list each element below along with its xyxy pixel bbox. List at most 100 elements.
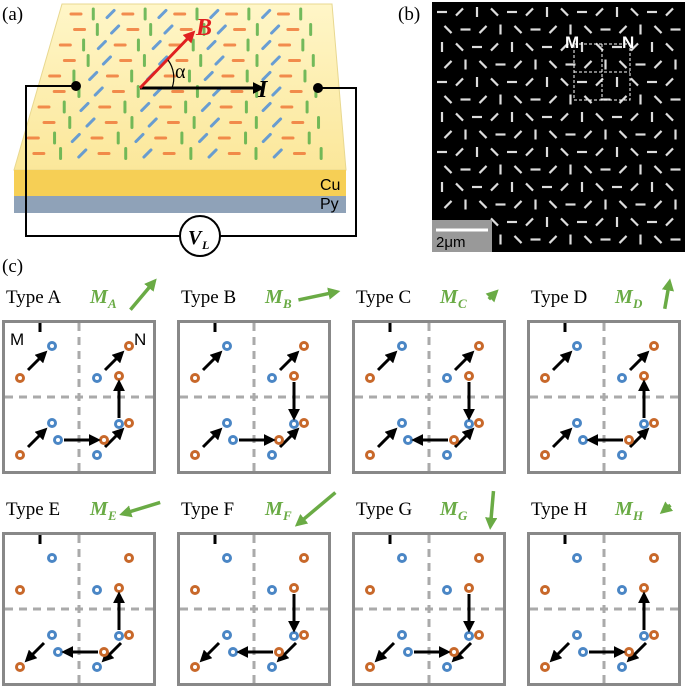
island-core xyxy=(368,588,372,592)
island xyxy=(478,165,488,174)
angle-arc xyxy=(167,59,175,89)
island xyxy=(548,95,558,104)
island xyxy=(665,77,674,87)
spin xyxy=(209,117,220,128)
island xyxy=(455,147,464,157)
moment-arrow xyxy=(201,427,223,449)
island-core xyxy=(193,665,197,669)
island xyxy=(455,182,464,192)
moment-subscript: A xyxy=(107,296,117,311)
island-core xyxy=(56,650,60,654)
island xyxy=(653,165,663,174)
island xyxy=(630,147,639,157)
spin xyxy=(140,101,151,113)
spin xyxy=(203,70,214,82)
spin xyxy=(200,101,211,113)
spin xyxy=(163,24,174,35)
moment-arrow xyxy=(278,350,300,372)
island-core xyxy=(652,556,656,560)
island-core xyxy=(302,556,306,560)
island xyxy=(665,112,674,122)
island-core xyxy=(231,650,235,654)
island-core xyxy=(56,438,60,442)
island-core xyxy=(445,665,449,669)
spin xyxy=(270,55,281,66)
island-core xyxy=(127,421,131,425)
scale-label: 2μm xyxy=(436,234,465,251)
island xyxy=(665,42,674,52)
island-core xyxy=(292,374,296,378)
island-core xyxy=(18,665,22,669)
scale-box xyxy=(432,220,492,252)
wire xyxy=(220,87,357,237)
island xyxy=(513,235,523,244)
island-core xyxy=(543,588,547,592)
type-label: Type C xyxy=(356,287,411,308)
moment-arrow xyxy=(26,350,48,372)
moment-arrow xyxy=(626,641,648,663)
spin xyxy=(206,39,217,51)
spin xyxy=(261,132,272,144)
island xyxy=(618,165,628,174)
type-label: Type F xyxy=(181,499,234,520)
island-core xyxy=(18,588,22,592)
island-core xyxy=(292,422,296,426)
island-core xyxy=(292,634,296,638)
field-label: B xyxy=(195,15,212,41)
island xyxy=(618,130,628,139)
net-moment xyxy=(119,500,161,518)
island xyxy=(525,77,534,87)
island xyxy=(490,112,499,122)
island-core xyxy=(445,453,449,457)
island xyxy=(560,182,569,192)
island xyxy=(630,182,639,192)
moment-arrow xyxy=(551,427,573,449)
layer-label: Cu xyxy=(320,177,340,194)
island-core xyxy=(18,376,22,380)
island xyxy=(630,77,639,87)
island-core xyxy=(193,588,197,592)
island xyxy=(653,60,663,69)
island-core xyxy=(102,438,106,442)
moment-label: M xyxy=(614,498,634,520)
angle-label: α xyxy=(175,61,186,83)
moment-arrow xyxy=(628,427,650,449)
moment-subscript: D xyxy=(632,296,643,311)
island-core xyxy=(652,421,656,425)
spin xyxy=(79,101,90,113)
island xyxy=(583,60,593,69)
island xyxy=(548,200,558,209)
island xyxy=(443,130,453,139)
island-core xyxy=(445,376,449,380)
island xyxy=(443,25,453,34)
island-core xyxy=(627,438,631,442)
panel-b: (b) M N 2μm xyxy=(398,2,685,252)
island-core xyxy=(467,634,471,638)
island xyxy=(618,235,628,244)
moment-label: M xyxy=(614,286,634,308)
island-core xyxy=(400,421,404,425)
py-layer xyxy=(14,196,346,213)
moment-arrow xyxy=(376,427,398,449)
moment-arrow xyxy=(453,427,475,449)
island-core xyxy=(406,438,410,442)
island-core xyxy=(575,421,579,425)
island xyxy=(490,77,499,87)
net-moment xyxy=(485,289,499,303)
island-core xyxy=(277,438,281,442)
island xyxy=(630,42,639,52)
island-core xyxy=(400,633,404,637)
island-core xyxy=(543,665,547,669)
island-core xyxy=(50,344,54,348)
island xyxy=(630,7,639,17)
island-core xyxy=(95,376,99,380)
spin xyxy=(110,24,121,35)
spin xyxy=(147,117,158,128)
island-core xyxy=(477,556,481,560)
spin xyxy=(85,117,96,128)
island xyxy=(513,60,523,69)
spin xyxy=(261,101,272,113)
